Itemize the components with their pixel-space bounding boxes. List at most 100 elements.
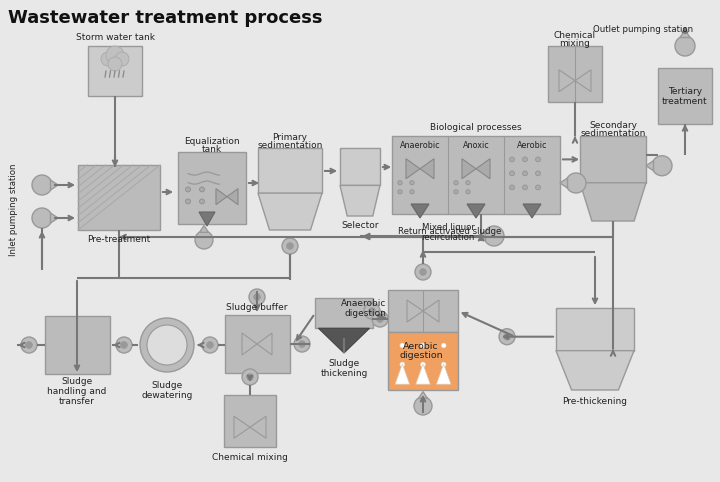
Text: Anaerobic: Anaerobic [400,142,441,150]
Polygon shape [318,328,369,353]
Text: Secondary: Secondary [589,120,637,130]
Text: Pre-treatment: Pre-treatment [87,235,150,243]
Circle shape [420,343,426,348]
Bar [392,136,560,214]
Bar [224,395,276,447]
Circle shape [21,337,37,353]
Bar [315,298,373,328]
Circle shape [397,181,402,185]
Text: Chemical: Chemical [554,31,596,40]
Polygon shape [560,178,567,188]
Text: Primary: Primary [272,133,307,142]
Polygon shape [423,300,439,322]
Text: thickening: thickening [320,369,368,377]
Bar [658,68,712,124]
Bar [388,290,458,332]
Polygon shape [415,364,431,384]
Bar [580,136,646,183]
Circle shape [116,337,132,353]
Text: mixing: mixing [559,40,590,49]
Circle shape [400,362,405,367]
Circle shape [466,181,470,185]
Polygon shape [227,188,238,205]
Bar [178,152,246,224]
Circle shape [249,289,265,305]
Circle shape [202,337,218,353]
Text: Sludge: Sludge [61,377,93,387]
Polygon shape [580,183,646,221]
Circle shape [510,185,515,190]
Text: tank: tank [202,145,222,153]
Circle shape [115,52,129,66]
Text: digestion: digestion [399,351,443,360]
Circle shape [32,175,52,195]
Circle shape [147,325,187,365]
Polygon shape [478,231,485,241]
Text: handling and: handling and [48,388,107,397]
Polygon shape [406,159,420,179]
Text: Sludge: Sludge [151,381,183,390]
Polygon shape [216,188,227,205]
Polygon shape [559,70,575,92]
Circle shape [32,208,52,228]
Text: sedimentation: sedimentation [580,129,646,137]
Circle shape [441,343,446,348]
Bar [88,46,142,96]
Polygon shape [407,300,423,322]
Text: Chemical mixing: Chemical mixing [212,454,288,463]
Text: Sludge: Sludge [328,359,359,367]
Circle shape [410,189,414,194]
Polygon shape [462,159,476,179]
Text: sedimentation: sedimentation [257,140,323,149]
Text: Tertiary: Tertiary [668,86,702,95]
Text: digestion: digestion [344,309,386,319]
Polygon shape [242,333,257,355]
Polygon shape [257,333,272,355]
Circle shape [410,181,414,185]
Circle shape [364,303,380,319]
Bar [340,148,380,186]
Circle shape [253,294,261,300]
Text: Anoxic: Anoxic [463,142,490,150]
Text: Aerobic: Aerobic [517,142,547,150]
Circle shape [484,226,504,246]
Circle shape [652,156,672,176]
Text: Pre-thickening: Pre-thickening [562,398,628,406]
Circle shape [414,397,432,415]
Circle shape [242,369,258,385]
Circle shape [454,189,458,194]
Circle shape [121,342,127,348]
Text: Return activated sludge: Return activated sludge [398,228,502,237]
Polygon shape [50,213,58,223]
Circle shape [466,189,470,194]
Polygon shape [340,186,380,216]
Circle shape [536,185,541,190]
Bar [556,308,634,350]
Circle shape [247,374,253,380]
Polygon shape [418,391,428,398]
Circle shape [287,242,293,249]
Text: Selector: Selector [341,222,379,230]
Polygon shape [258,193,322,230]
Circle shape [454,181,458,185]
Text: Storm water tank: Storm water tank [76,32,155,41]
Polygon shape [575,70,591,92]
Polygon shape [395,364,410,384]
Bar [45,316,110,374]
Text: dewatering: dewatering [141,391,193,401]
Circle shape [299,341,305,348]
Circle shape [510,171,515,176]
Circle shape [504,334,510,340]
Circle shape [523,171,528,176]
Polygon shape [467,204,485,218]
Text: Anaerobic: Anaerobic [341,299,386,308]
Circle shape [199,199,204,204]
Circle shape [420,268,426,275]
Circle shape [372,311,388,327]
Bar [225,315,290,373]
Circle shape [441,362,446,367]
Circle shape [108,57,122,71]
Polygon shape [199,212,215,226]
Circle shape [523,185,528,190]
Circle shape [536,157,541,162]
